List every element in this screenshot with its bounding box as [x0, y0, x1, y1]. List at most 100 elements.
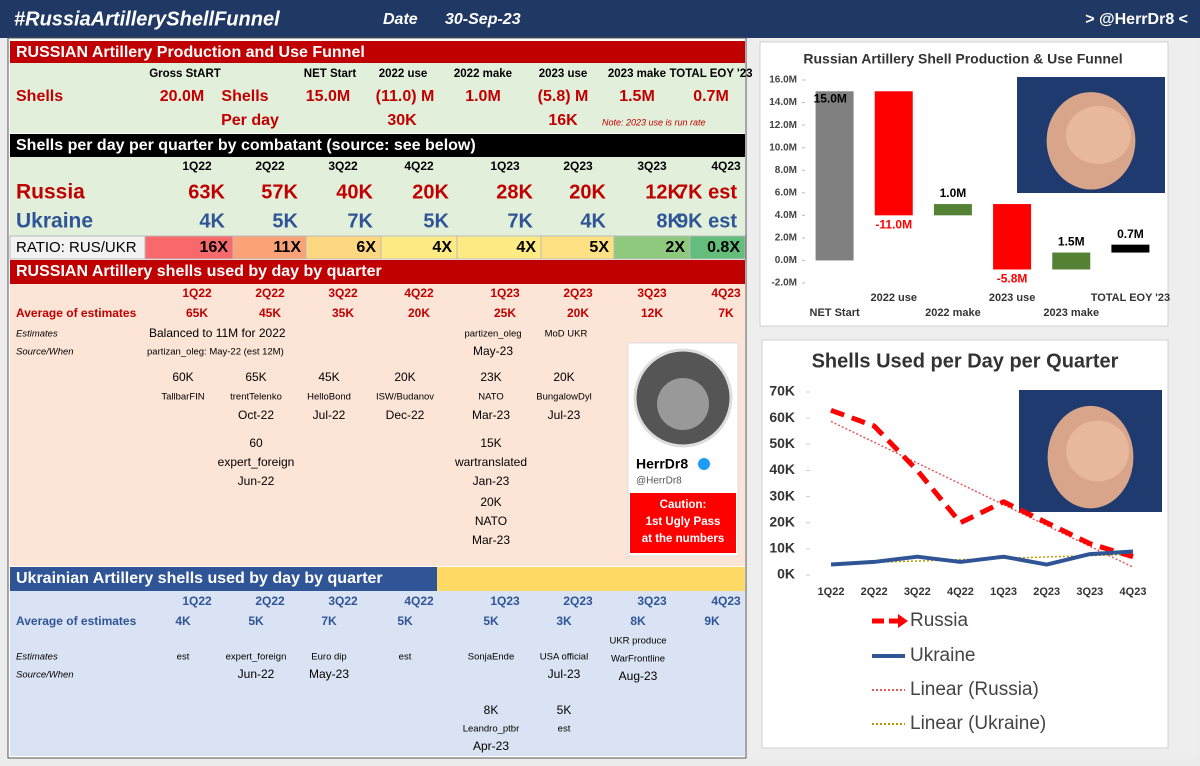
section-bar — [10, 567, 437, 591]
cell-text: 35K — [332, 306, 354, 320]
cell-text: 4K — [580, 210, 606, 232]
cell-text: 25K — [494, 306, 516, 320]
y-tick-label: 10.0M — [769, 142, 797, 153]
cell-text: 5K — [248, 614, 264, 628]
y-tick-label: 16.0M — [769, 75, 797, 86]
chart-title: Shells Used per Day per Quarter — [812, 350, 1119, 372]
y-tick-label: 14.0M — [769, 97, 797, 108]
cell-text: 28K — [496, 181, 533, 203]
quarter-header: 3Q22 — [328, 159, 358, 173]
row-label: Average of estimates — [16, 614, 137, 628]
row-label: Source/When — [16, 670, 74, 681]
x-tick-label: 3Q23 — [1076, 586, 1103, 598]
quarter-header: 4Q23 — [711, 159, 741, 173]
cell-text: 7K — [321, 614, 337, 628]
estimate: 20K — [553, 370, 574, 384]
note: Note: 2023 use is run rate — [602, 117, 706, 127]
cell-text: partizen_oleg — [464, 329, 521, 340]
cell-text: 11X — [273, 239, 301, 256]
row-label: Ukraine — [16, 210, 93, 233]
x-tick-label: 2Q22 — [861, 586, 888, 598]
combatant-bg — [10, 157, 745, 236]
quarter-header: 2Q23 — [563, 159, 593, 173]
estimate: NATO — [475, 514, 507, 528]
cell-text: 4K — [199, 210, 225, 232]
estimate: 45K — [318, 370, 339, 384]
waterfall-bar — [815, 91, 854, 261]
quarter-header: 3Q23 — [637, 286, 667, 300]
estimate: USA official — [540, 652, 588, 663]
y-tick-label: 70K — [769, 383, 795, 399]
cell-text: 20K — [408, 306, 430, 320]
note: partizan_oleg: May-22 (est 12M) — [147, 347, 284, 358]
x-tick-label: 3Q22 — [904, 586, 931, 598]
caution-text: at the numbers — [642, 533, 724, 545]
section-bar — [10, 134, 745, 157]
y-tick-label: 50K — [769, 435, 795, 451]
y-tick-label: 4.0M — [775, 210, 797, 221]
cell-text: 7K — [507, 210, 533, 232]
cell-text: 5K — [272, 210, 298, 232]
ukrainian-bg — [10, 591, 745, 756]
row-label: Estimates — [16, 329, 58, 340]
section-title: RUSSIAN Artillery shells used by day by … — [16, 263, 382, 280]
y-tick-label: 0K — [777, 566, 795, 582]
quarter-header: 1Q22 — [182, 286, 212, 300]
quarter-header: 1Q23 — [490, 159, 520, 173]
cell-text: 7K est — [677, 181, 737, 203]
estimate: NATO — [478, 392, 504, 403]
cell-text: 7K — [718, 306, 734, 320]
estimate: May-23 — [309, 667, 349, 681]
cell-text: 4K — [175, 614, 191, 628]
y-tick-label: 20K — [769, 513, 795, 529]
y-tick-label: 12.0M — [769, 120, 797, 131]
caution-box — [630, 493, 736, 553]
y-tick-label: 6.0M — [775, 187, 797, 198]
y-tick-label: 40K — [769, 461, 795, 477]
estimate: expert_foreign — [218, 455, 295, 469]
series-line — [830, 407, 1134, 560]
cell-text: 5K — [483, 614, 499, 628]
quarter-header: 4Q22 — [404, 594, 434, 608]
cell-text: 3K — [556, 614, 572, 628]
data-label: -5.8M — [997, 272, 1028, 286]
estimate: Dec-22 — [386, 408, 425, 422]
estimate: 15K — [480, 436, 501, 450]
chart-title: Russian Artillery Shell Production & Use… — [803, 51, 1122, 67]
y-tick-label: 0.0M — [775, 255, 797, 266]
quarter-header: 2Q22 — [255, 286, 285, 300]
estimate: ISW/Budanov — [376, 392, 434, 403]
x-tick-label: 2023 make — [1043, 307, 1099, 319]
estimate: 65K — [245, 370, 266, 384]
cell-text: 5X — [589, 239, 609, 256]
cell-text: 5K — [397, 614, 413, 628]
estimate: BungalowDyl — [536, 392, 591, 403]
cell-text: 9K — [704, 614, 720, 628]
date-label: Date — [383, 11, 418, 28]
estimate: est — [399, 652, 412, 663]
waterfall-bar — [993, 204, 1032, 270]
cell-text: 9K est — [677, 210, 737, 232]
cell-text: 57K — [261, 181, 298, 203]
cell-text: 20.0M — [160, 88, 204, 105]
cell-text: 0.8X — [707, 239, 740, 256]
estimate: 60 — [249, 436, 263, 450]
legend-label: Ukraine — [910, 645, 975, 666]
cell-text: 5K — [423, 210, 449, 232]
x-tick-label: NET Start — [810, 307, 860, 319]
cell-text: (5.8) M — [538, 88, 589, 105]
quarter-header: 2Q23 — [563, 286, 593, 300]
cell-text: 30K — [387, 112, 417, 129]
data-label: 1.5M — [1058, 235, 1085, 249]
estimate: Apr-23 — [473, 739, 509, 753]
x-tick-label: 2023 use — [989, 292, 1035, 304]
ratio-cell — [689, 235, 746, 260]
cell-text: Shells — [16, 88, 63, 105]
caution-text: 1st Ugly Pass — [646, 516, 721, 528]
x-tick-label: 2Q23 — [1033, 586, 1060, 598]
estimate: Jul-23 — [548, 667, 581, 681]
photo-hand — [1066, 420, 1130, 482]
y-tick-label: 2.0M — [775, 233, 797, 244]
estimate: Oct-22 — [238, 408, 274, 422]
